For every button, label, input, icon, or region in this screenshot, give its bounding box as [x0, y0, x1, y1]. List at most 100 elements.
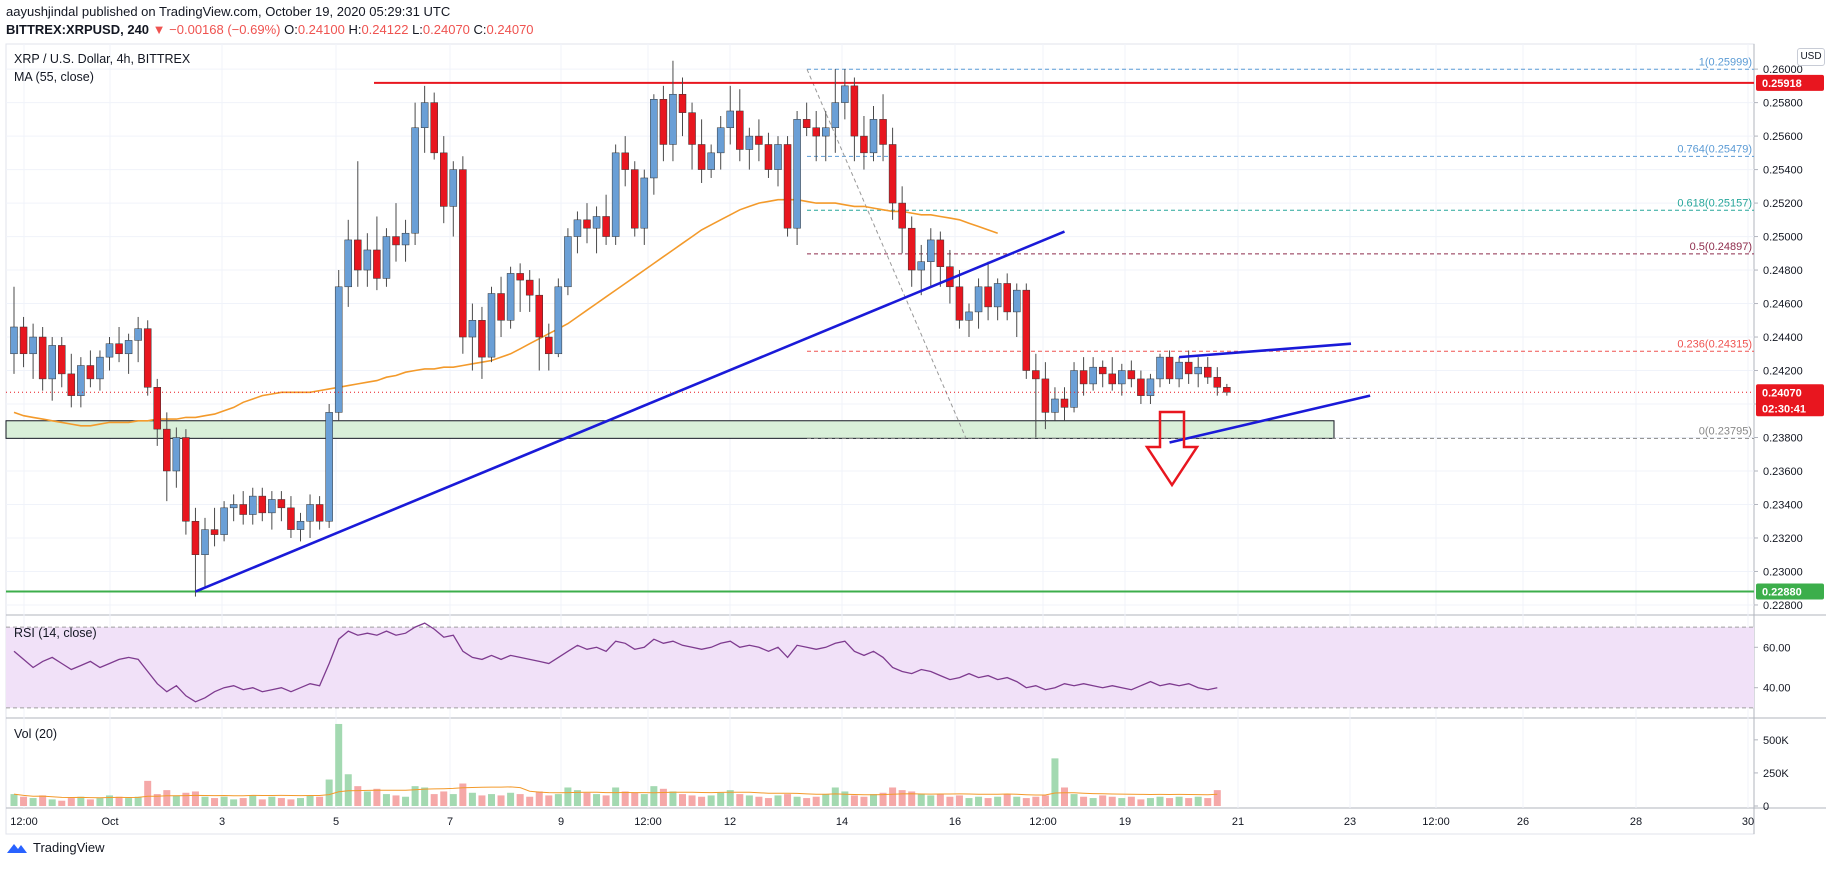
- candle: [707, 144, 715, 178]
- candle: [153, 378, 161, 446]
- candle: [1070, 362, 1078, 413]
- ma-legend[interactable]: MA (55, close): [14, 70, 94, 84]
- candle-body: [38, 336, 47, 380]
- volume-bar: [736, 794, 744, 806]
- volume-bar: [220, 796, 228, 806]
- candle: [554, 278, 563, 358]
- candle: [277, 491, 286, 522]
- candle: [182, 429, 190, 535]
- candle-body: [802, 119, 811, 128]
- candle-body: [602, 216, 610, 237]
- volume-bar: [908, 791, 916, 806]
- candle-body: [1137, 378, 1145, 396]
- candle-body: [86, 365, 95, 380]
- volume-bar: [48, 799, 56, 806]
- candle-body: [401, 232, 410, 246]
- candle: [774, 136, 782, 187]
- candle-body: [306, 504, 314, 522]
- candle-body: [1213, 376, 1222, 388]
- volume-bar: [1041, 795, 1049, 806]
- candle: [631, 161, 639, 237]
- volume-bar: [58, 800, 66, 806]
- rsi-tick-label: 40.00: [1763, 683, 1791, 695]
- candle-body: [554, 286, 563, 355]
- x-tick-label: 9: [558, 816, 564, 828]
- candle: [201, 517, 209, 589]
- candle-body: [96, 356, 104, 380]
- candle-body: [545, 336, 553, 355]
- candle: [468, 303, 477, 371]
- volume-bar: [927, 795, 935, 806]
- volume-bar: [153, 794, 161, 806]
- volume-bar: [936, 794, 944, 806]
- candle: [936, 231, 945, 287]
- rsi-legend[interactable]: RSI (14, close): [14, 626, 97, 640]
- candle: [163, 412, 171, 502]
- candle-body: [592, 216, 601, 229]
- y-tick-label: 0.24200: [1763, 366, 1803, 378]
- candle: [420, 85, 429, 153]
- volume-bar: [478, 795, 486, 806]
- volume-bar: [440, 791, 448, 806]
- candle-body: [134, 328, 142, 341]
- volume-bar: [230, 799, 238, 806]
- candle: [172, 427, 181, 488]
- low-value: 0.24070: [422, 22, 470, 37]
- candle: [888, 127, 897, 220]
- volume-bar: [268, 796, 276, 806]
- candle: [640, 169, 649, 245]
- instrument-legend[interactable]: XRP / U.S. Dollar, 4h, BITTREX: [14, 52, 191, 66]
- trendlines: [194, 230, 1371, 593]
- candle: [793, 110, 801, 245]
- candle-body: [506, 273, 515, 321]
- support-tag: 0.22880: [1756, 583, 1824, 600]
- candle: [716, 116, 725, 170]
- x-tick-label: 3: [219, 816, 225, 828]
- candle-body: [1051, 398, 1059, 413]
- candle-body: [354, 239, 362, 271]
- candle-body: [965, 311, 973, 321]
- volume-bar: [1185, 798, 1193, 806]
- candle-body: [688, 112, 696, 145]
- x-tick-label: 30: [1742, 816, 1754, 828]
- candle-body: [229, 504, 238, 509]
- candle: [48, 337, 56, 401]
- volume-bar: [707, 795, 715, 806]
- candle: [697, 119, 706, 183]
- y-tick-label: 0.24400: [1763, 332, 1803, 344]
- brand[interactable]: TradingView: [6, 840, 105, 855]
- y-axis: 0.22800 0.23000 0.23200 0.23400 0.23600 0.238…: [6, 64, 1803, 612]
- candle: [411, 102, 419, 245]
- candle-body: [1098, 366, 1107, 375]
- candle-body: [239, 504, 247, 515]
- volume-bar: [449, 794, 457, 806]
- candle-body: [420, 102, 429, 128]
- volume-bar: [870, 794, 877, 806]
- volume-bar: [86, 799, 94, 806]
- y-tick-label: 0.25400: [1763, 165, 1803, 177]
- volume-bar: [793, 796, 801, 806]
- candle: [755, 119, 763, 162]
- candle: [1013, 283, 1021, 338]
- candle: [860, 116, 868, 170]
- candle-body: [191, 520, 200, 555]
- volume-bar: [344, 774, 352, 806]
- vol-legend[interactable]: Vol (20): [14, 727, 58, 741]
- currency-button[interactable]: USD: [1797, 48, 1825, 66]
- candle-body: [277, 499, 286, 509]
- support-tag-label: 0.22880: [1762, 587, 1802, 599]
- candle-body: [1022, 289, 1031, 371]
- volume-bar: [1118, 798, 1126, 806]
- fibonacci-levels: 1(0.25999) 0.764(0.25479) 0.618(0.25157) 0.…: [806, 56, 1754, 439]
- volume-bar: [1127, 796, 1135, 806]
- volume-bar: [421, 787, 429, 806]
- candle-body: [363, 249, 372, 271]
- candle-body: [573, 219, 582, 237]
- volume-bar: [573, 790, 581, 806]
- x-tick-label: 26: [1517, 816, 1529, 828]
- candle: [592, 206, 601, 254]
- candle-body: [707, 152, 715, 170]
- fib-label: 0.5(0.24897): [1690, 241, 1752, 253]
- volume-bar: [430, 794, 438, 806]
